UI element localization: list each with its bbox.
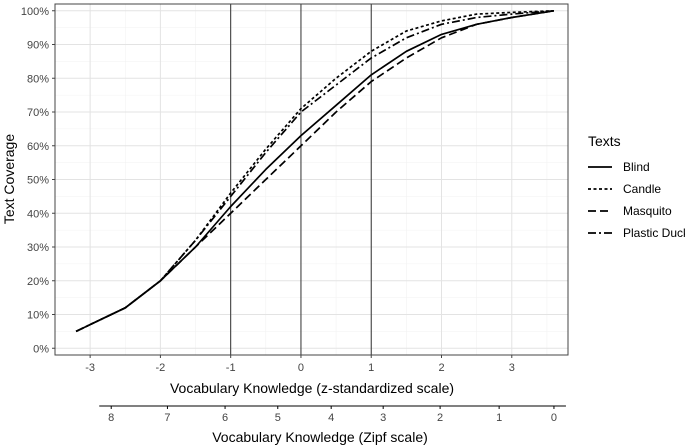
y-tick-label: 90%	[27, 40, 49, 52]
legend-label: Masquito	[623, 204, 672, 218]
x-tick-label: 1	[368, 362, 374, 374]
y-tick-label: 0%	[33, 343, 49, 355]
y-tick-label: 30%	[27, 242, 49, 254]
legend: Texts Blind Candle Masquito Plastic Duck	[588, 133, 685, 240]
y-tick-label: 40%	[27, 208, 49, 220]
x-axis-ticks: -3 -2 -1 0 1 2 3	[85, 355, 515, 374]
x-axis-title: Vocabulary Knowledge (z-standardized sca…	[170, 380, 454, 396]
zipf-tick-label: 1	[496, 412, 502, 424]
series-line-candle	[75, 9, 554, 333]
series-line-masquito	[75, 9, 555, 333]
zipf-axis: 8 7 6 5 4 3 2 1 0	[99, 405, 566, 424]
legend-title: Texts	[588, 133, 621, 149]
y-tick-label: 100%	[21, 6, 49, 18]
legend-label: Candle	[623, 182, 661, 196]
zipf-tick-label: 5	[275, 412, 281, 424]
zipf-axis-title: Vocabulary Knowledge (Zipf scale)	[212, 429, 428, 445]
x-tick-label: 0	[298, 362, 304, 374]
zipf-tick-label: 2	[437, 412, 443, 424]
reference-vlines	[230, 4, 372, 355]
zipf-tick-label: 3	[380, 412, 386, 424]
x-tick-label: -3	[85, 362, 95, 374]
y-tick-label: 50%	[27, 175, 49, 187]
y-tick-label: 20%	[27, 276, 49, 288]
series-line-plastic-duck	[75, 9, 554, 333]
x-tick-label: 3	[509, 362, 515, 374]
y-axis-title: Text Coverage	[1, 134, 17, 224]
y-tick-label: 70%	[27, 107, 49, 119]
zipf-tick-label: 7	[164, 412, 170, 424]
zipf-tick-label: 8	[108, 412, 114, 424]
series-lines	[75, 9, 555, 333]
x-tick-label: 2	[438, 362, 444, 374]
y-axis-ticks: 0% 10% 20% 30% 40% 50% 60% 70% 80% 90% 100%	[21, 6, 55, 355]
x-tick-label: -1	[226, 362, 236, 374]
zipf-tick-label: 4	[328, 412, 334, 424]
legend-label: Blind	[623, 160, 650, 174]
y-tick-label: 80%	[27, 73, 49, 85]
y-tick-label: 60%	[27, 141, 49, 153]
zipf-tick-label: 6	[222, 412, 228, 424]
x-tick-label: -2	[156, 362, 166, 374]
y-tick-label: 10%	[27, 310, 49, 322]
zipf-tick-label: 0	[551, 412, 557, 424]
legend-label: Plastic Duck	[623, 226, 685, 240]
